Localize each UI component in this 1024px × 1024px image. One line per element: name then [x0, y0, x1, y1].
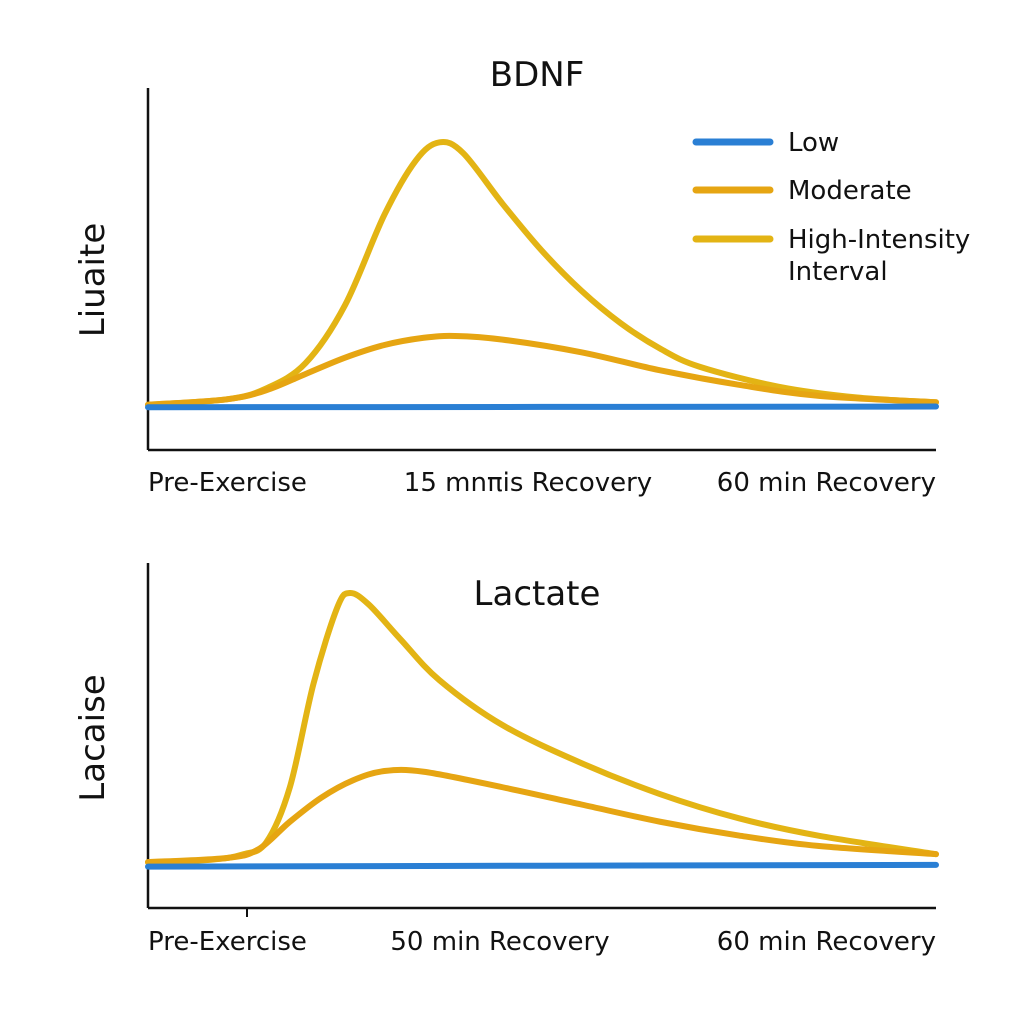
y-axis-label: Liuaite	[73, 223, 113, 337]
series-line-high-intensity-interval	[145, 138, 939, 408]
y-axis-label: Lacaise	[73, 674, 113, 801]
x-tick-label: Pre-Exercise	[148, 927, 307, 957]
lactate-panel: Lactate Lacaise Pre-Exercise 50 min Reco…	[73, 563, 939, 957]
x-tick-label: 60 min Recovery	[717, 468, 936, 498]
x-tick-label: 50 min Recovery	[390, 927, 609, 957]
legend-label-low: Low	[788, 128, 839, 158]
x-tick-label: 60 min Recovery	[717, 927, 936, 957]
chart-title: BDNF	[490, 55, 585, 95]
x-tick-label: Pre-Exercise	[148, 468, 307, 498]
series-line-low	[145, 861, 939, 870]
chart-title: Lactate	[474, 574, 601, 614]
x-tick-label: 15 mnπis Recovery	[404, 468, 652, 498]
bdnf-panel: BDNF Liuaite Pre-Exercise 15 mnπis Recov…	[73, 55, 939, 498]
series-line-moderate	[145, 766, 939, 866]
legend-label-moderate: Moderate	[788, 176, 912, 206]
series-line-moderate	[145, 332, 939, 408]
legend-label-hiit-line2: Interval	[788, 257, 888, 287]
series-line-high-intensity-interval	[145, 590, 939, 866]
legend-label-hiit: High-Intensity	[788, 225, 970, 255]
series-line-low	[145, 403, 939, 411]
legend: Low Moderate High-Intensity Interval	[692, 128, 970, 287]
